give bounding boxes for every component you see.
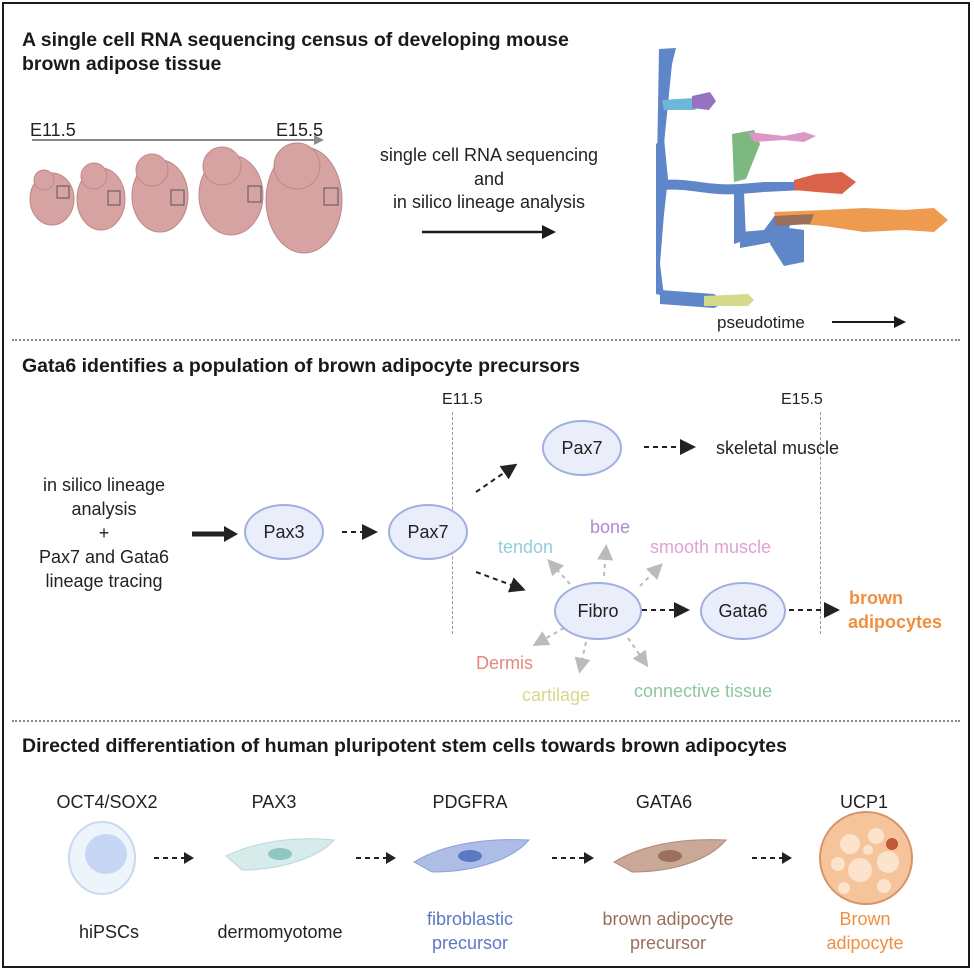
pseudotime-label: pseudotime [717,313,805,332]
fibro-fate-arrows [532,544,663,674]
label-brown-line1: brown [849,588,903,608]
arrow-fibro-tendon [547,559,571,585]
divider-2 [12,720,960,722]
differentiation-cells [68,811,913,905]
arrow-pax7-fibro [475,571,526,593]
fibroblastic-cell [413,839,531,873]
arrow-fibro-cartilage [574,641,591,674]
input-arrow [192,526,238,542]
arrow-fibro-bone [597,544,614,577]
method-line1: single cell RNA sequencing [379,145,599,165]
arrow-fibro-smooth [639,563,663,587]
arrow-pax7-pax7top [475,463,518,493]
census-graphics [29,48,948,328]
label-bone: bone [590,517,631,537]
stage-4-marker: GATA6 [635,792,693,812]
stage-3-marker: PDGFRA [432,792,508,812]
method-arrow [422,225,556,239]
stage-1-label: hiPSCs [78,922,140,942]
label-dermis: Dermis [476,653,533,673]
method-line3: in silico lineage analysis [392,192,586,212]
stage-2-label: dermomyotome [217,922,343,942]
node-fibro: Fibro [554,582,642,640]
embryo-e11 [29,169,75,226]
arrow-fibro-connective [627,637,649,668]
stage-5-label-line2: adipocyte [826,933,904,953]
node-pax7-top: Pax7 [542,420,622,476]
stage-3-label-line2: precursor [431,933,509,953]
stage-4-label-line2: precursor [629,933,707,953]
label-cartilage: cartilage [522,685,591,705]
input-line2: analysis [71,499,137,519]
time-start-label: E11.5 [30,120,76,140]
label-skeletal-muscle: skeletal muscle [716,438,840,458]
census-title-line2: brown adipose tissue [22,53,222,75]
hipsc-cell [68,821,136,895]
input-line1: in silico lineage [42,475,166,495]
embryo-e15 [265,142,343,254]
census-title-line1: A single cell RNA sequencing census of d… [22,29,569,51]
gata6-title: Gata6 identifies a population of brown a… [22,355,581,377]
lineage-tree [656,48,948,308]
dermomyotome-cell [225,838,336,871]
node-gata6: Gata6 [700,582,786,640]
label-smooth-muscle: smooth muscle [650,537,772,557]
input-line4: Pax7 and Gata6 [38,547,170,567]
input-line5: lineage tracing [45,571,163,591]
stage-3-label-line1: fibroblastic [426,909,514,929]
directed-title: Directed differentiation of human plurip… [22,735,787,757]
lineage-arrows [192,439,840,674]
stage-1-marker: OCT4/SOX2 [56,792,158,812]
arrow-fibro-dermis [532,627,565,646]
stage-2-marker: PAX3 [251,792,297,812]
label-brown-line2: adipocytes [848,612,943,632]
embryo-e13 [131,153,189,233]
stage-4-label-line1: brown adipocyte [602,909,734,929]
label-tendon: tendon [498,537,554,557]
embryo-e14 [198,146,264,236]
e15-dashed-line [820,412,821,634]
node-pax3: Pax3 [244,504,324,560]
stage-5-label-line1: Brown [839,909,891,929]
stage-5-marker: UCP1 [839,792,888,812]
divider-1 [12,339,960,341]
timeline-arrow [32,135,324,145]
time-end-label: E15.5 [276,120,324,140]
brown-adipocyte-cell [819,811,913,905]
input-line3: + [98,523,110,543]
method-line2: and [473,169,505,189]
marker-e15: E15.5 [781,391,823,408]
label-connective-tissue: connective tissue [634,681,773,701]
marker-e11: E11.5 [442,391,483,408]
node-pax7: Pax7 [388,504,468,560]
pseudotime-arrow [832,316,906,328]
embryo-e12 [76,162,126,231]
brown-precursor-cell [613,839,728,873]
